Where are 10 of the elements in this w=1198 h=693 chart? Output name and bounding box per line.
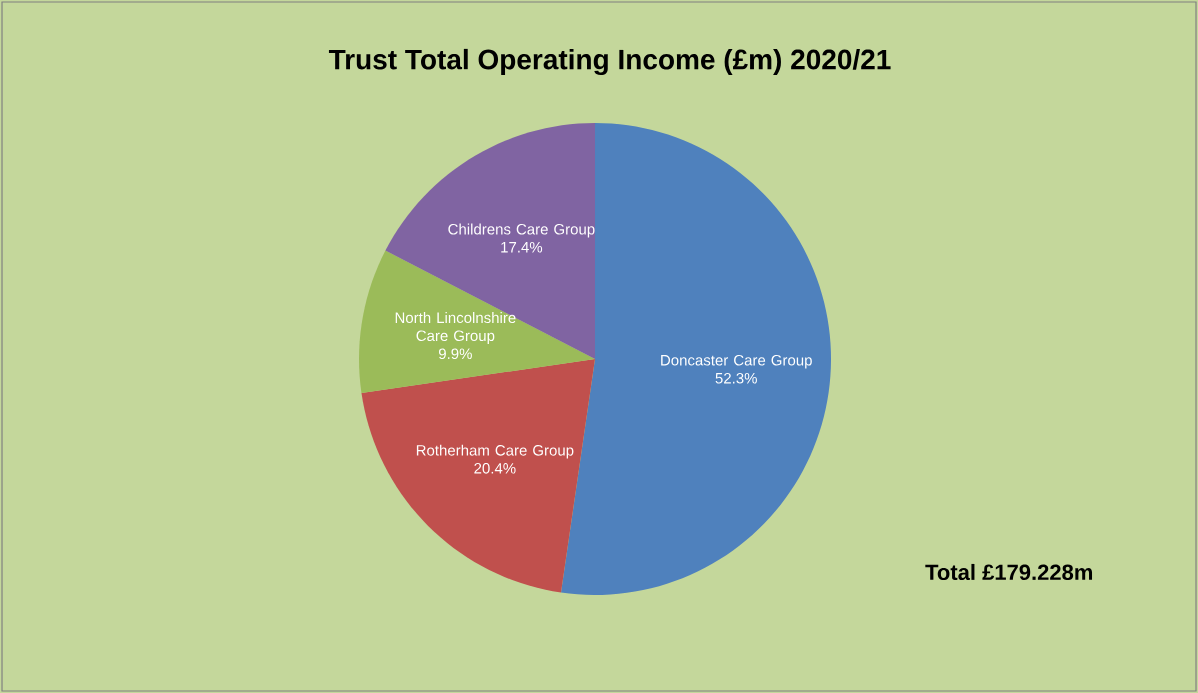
slice-label: Rotherham Care Group: [416, 444, 574, 459]
data-label: 20.4%: [474, 463, 516, 474]
slice-label: Childrens Care Group: [448, 223, 595, 238]
data-label: 17.4%: [501, 242, 543, 253]
slice-label: North Lincolnshire Care Group: [395, 312, 516, 345]
text: Total £179.228m: [925, 563, 1093, 581]
chart-title: Trust Total Operating Income (£m) 2020/21: [328, 48, 891, 76]
data-label: 52.3%: [715, 372, 757, 384]
data-label: 9.9%: [438, 348, 472, 360]
slice-label: Doncaster Care Group: [661, 354, 812, 369]
